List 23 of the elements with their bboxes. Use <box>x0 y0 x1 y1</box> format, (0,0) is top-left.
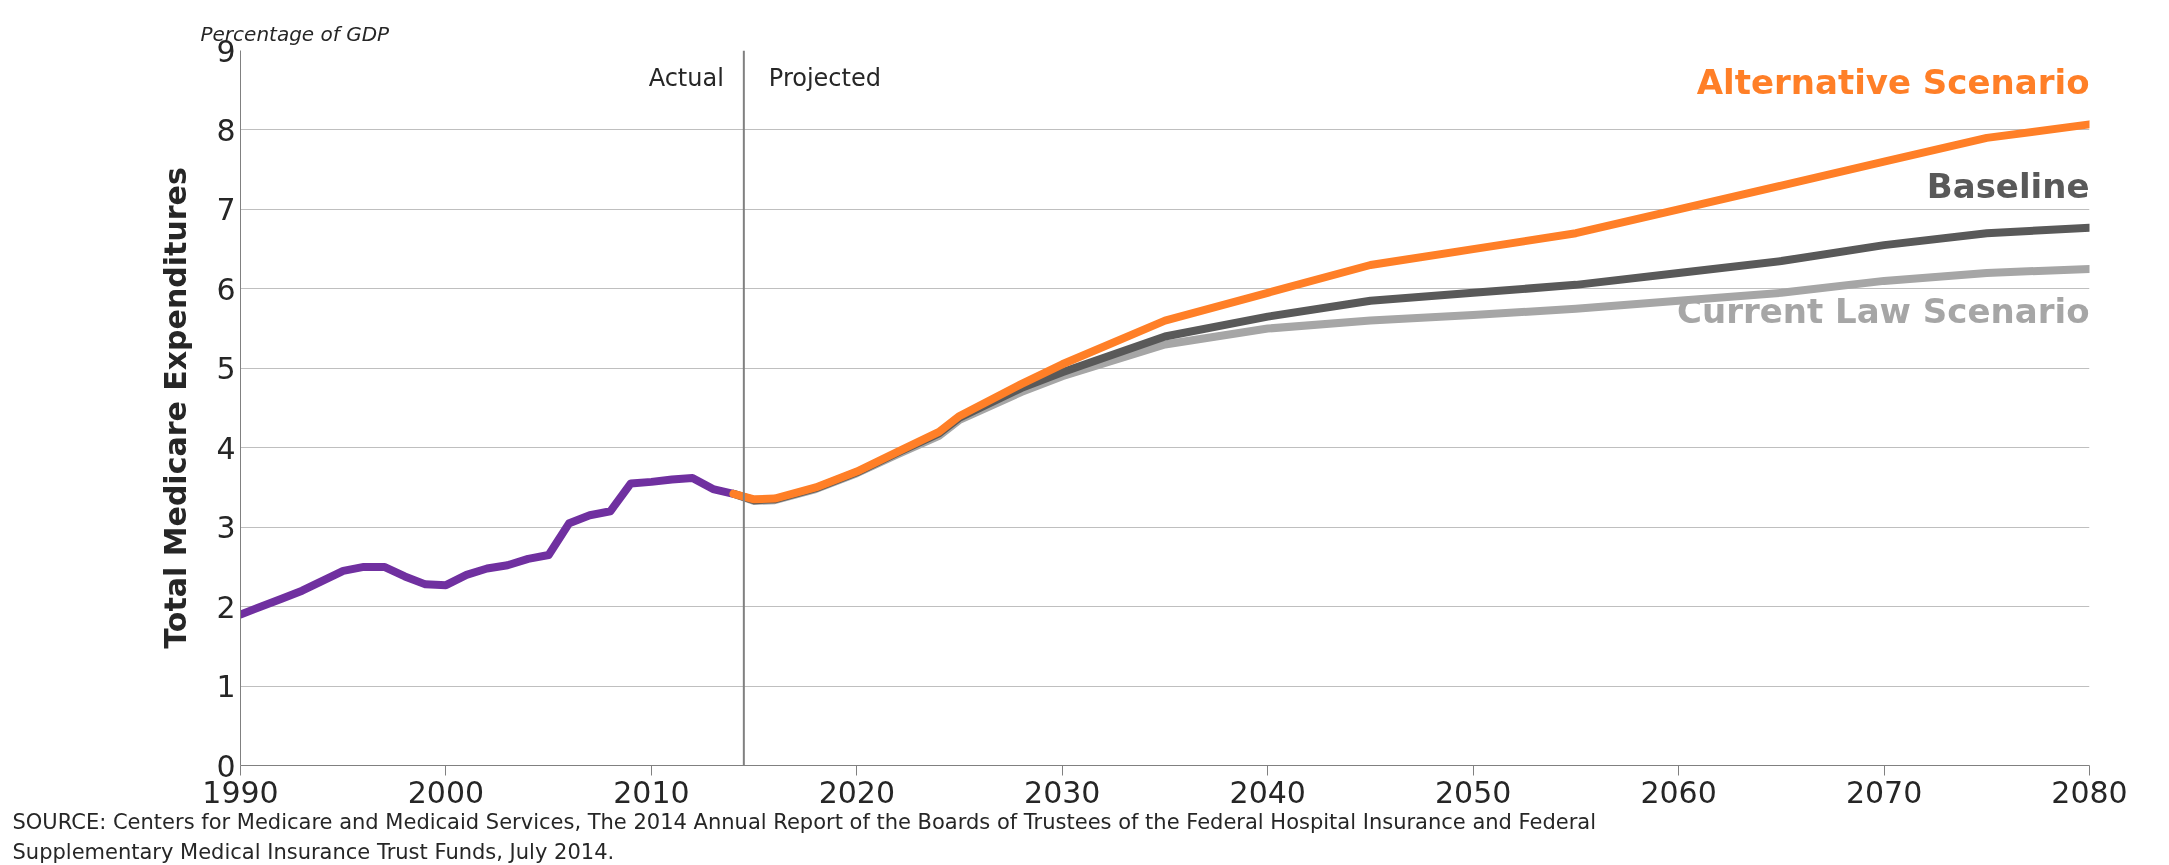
y-tick-label: 3 <box>216 510 236 546</box>
y-axis-title: Total Medicare Expenditures <box>158 167 194 649</box>
x-tick-label: 2050 <box>1434 774 1512 810</box>
x-tick-label: 2080 <box>2051 774 2128 810</box>
x-tick-label: 2040 <box>1229 774 1306 810</box>
y-tick-label: 8 <box>216 112 236 148</box>
y-tick-label: 2 <box>216 589 236 625</box>
y-tick-label: 6 <box>216 271 236 307</box>
y-tick-label: 5 <box>216 351 236 387</box>
x-tick-label: 2030 <box>1024 774 1101 810</box>
annotation: Projected <box>768 64 881 93</box>
y-tick-label: 7 <box>216 192 236 228</box>
x-tick-label: 2010 <box>613 774 690 810</box>
series-label: Alternative Scenario <box>1696 62 2090 103</box>
x-tick-label: 2060 <box>1640 774 1717 810</box>
series-label: Baseline <box>1926 165 2090 206</box>
annotation: Actual <box>648 64 724 93</box>
source-note: SOURCE: Centers for Medicare and Medicaid Services, The 2014 Annual Report of the Boards of Trustees of the Federal Hospital Insurance and Federal Supplementary Medical Insurance Trust Funds, July 2014. <box>12 809 1597 864</box>
x-tick-label: 2070 <box>1845 774 1923 810</box>
x-tick-label: 2000 <box>407 774 485 810</box>
y-tick-label: 1 <box>216 669 236 705</box>
x-tick-label: 2020 <box>818 774 896 810</box>
y-tick-label: 4 <box>216 430 236 466</box>
